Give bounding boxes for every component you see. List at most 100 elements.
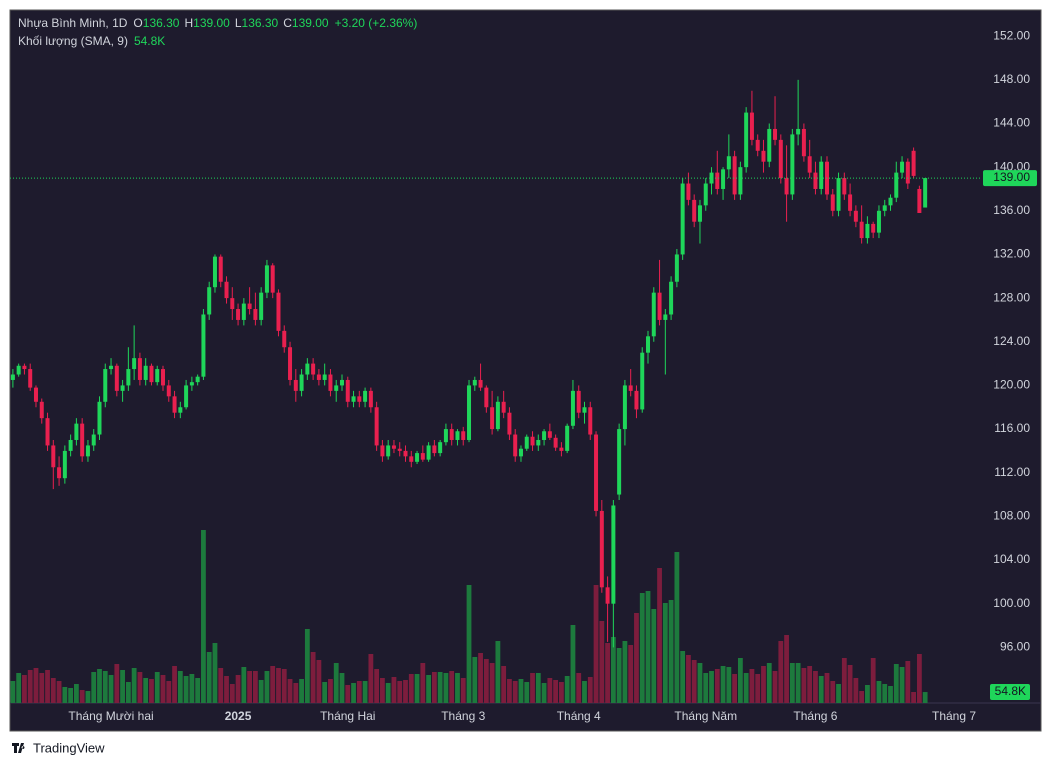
volume-bar [368, 654, 374, 703]
volume-bar [518, 679, 524, 703]
volume-bar [732, 674, 738, 703]
volume-bar [922, 692, 928, 703]
candle-body [865, 223, 870, 239]
candle-body [674, 254, 679, 282]
ohlc-value: 139.00 [292, 16, 329, 30]
candle-body [790, 134, 795, 195]
volume-bar [501, 666, 507, 703]
volume-bar [27, 670, 33, 703]
candle-body [842, 178, 847, 195]
volume-bar [905, 661, 911, 703]
candle-body [628, 385, 633, 391]
candle-body [438, 442, 443, 454]
candle-body [663, 314, 668, 320]
candle-body [293, 379, 298, 391]
volume-bar [281, 669, 287, 703]
candle-body [848, 194, 853, 211]
volume-bar [495, 641, 501, 703]
volume-bar [455, 673, 460, 703]
candle-body [62, 450, 67, 479]
volume-bar [356, 681, 362, 703]
candle-body [467, 385, 472, 440]
volume-bar [79, 690, 85, 703]
candle-body [241, 303, 246, 320]
candle-body [16, 365, 21, 375]
candle-body [917, 188, 922, 213]
ohlc-value: 136.30 [143, 16, 180, 30]
volume-bar [622, 641, 628, 703]
candle-body [507, 412, 512, 435]
volume-bar [97, 669, 102, 703]
candle-body [686, 183, 691, 200]
volume-bar [339, 673, 345, 703]
candle-body [900, 161, 905, 173]
volume-bar [911, 692, 917, 703]
last-price-tag [983, 170, 1037, 187]
candle-body [755, 139, 760, 151]
volume-bar [639, 593, 645, 703]
y-tick-label: 108.00 [993, 509, 1030, 523]
volume-bar [628, 645, 634, 703]
candle-body [553, 437, 558, 448]
volume-bar [610, 637, 616, 703]
candle-body [339, 379, 344, 386]
candle-body [68, 439, 73, 451]
y-tick-label: 132.00 [993, 247, 1030, 261]
y-tick-label: 136.00 [993, 203, 1030, 217]
candle-body [542, 431, 547, 440]
candle-body [391, 445, 396, 449]
candle-body [640, 352, 645, 410]
candle-body [449, 429, 454, 440]
x-tick-label: Tháng 7 [932, 709, 976, 723]
volume-bar [16, 673, 22, 703]
y-tick-label: 116.00 [994, 421, 1030, 435]
volume-bar [553, 680, 559, 703]
candle-body [230, 298, 235, 310]
candle-body [611, 505, 616, 604]
candle-body [351, 396, 356, 402]
volume-bar [420, 663, 426, 703]
candle-body [559, 447, 564, 451]
volume-bar [836, 684, 841, 703]
last-price-label: 139.00 [993, 170, 1030, 184]
candle-body [518, 448, 523, 457]
candle-body [501, 401, 506, 413]
volume-bar [489, 663, 495, 703]
candle-body [536, 439, 541, 446]
volume-bar [599, 621, 605, 703]
candle-body [767, 128, 772, 162]
candle-body [178, 407, 183, 413]
volume-bar [10, 681, 16, 703]
volume-bar [882, 684, 888, 703]
candle-body [288, 347, 293, 380]
volume-bar [437, 672, 443, 703]
candle-body [495, 401, 500, 430]
volume-bar [691, 660, 697, 703]
volume-tag [990, 684, 1030, 701]
volume-bar [807, 666, 813, 703]
candle-body [420, 453, 425, 460]
ohlc-key: L [235, 16, 242, 30]
volume-bar [726, 667, 732, 703]
candle-body [859, 221, 864, 239]
candle-body [530, 436, 535, 446]
volume-bar [772, 671, 778, 703]
volume-bar [460, 678, 466, 703]
candle-body [513, 434, 518, 457]
volume-legend: Khối lượng (SMA, 9) 54.8K [18, 34, 165, 48]
candle-body [282, 330, 287, 348]
volume-bar [362, 681, 368, 703]
candle-body [715, 172, 720, 189]
volume-bar [512, 681, 518, 703]
candle-body [80, 423, 85, 457]
volume-bar [304, 629, 310, 703]
volume-bar [212, 643, 218, 703]
candle-body [669, 281, 674, 315]
candle-body [605, 587, 610, 604]
candle-body [149, 365, 154, 383]
volume-bar [287, 679, 293, 703]
candle-body [894, 172, 899, 198]
candle-body [218, 256, 223, 282]
candle-body [10, 374, 15, 380]
candle-body [103, 369, 108, 402]
